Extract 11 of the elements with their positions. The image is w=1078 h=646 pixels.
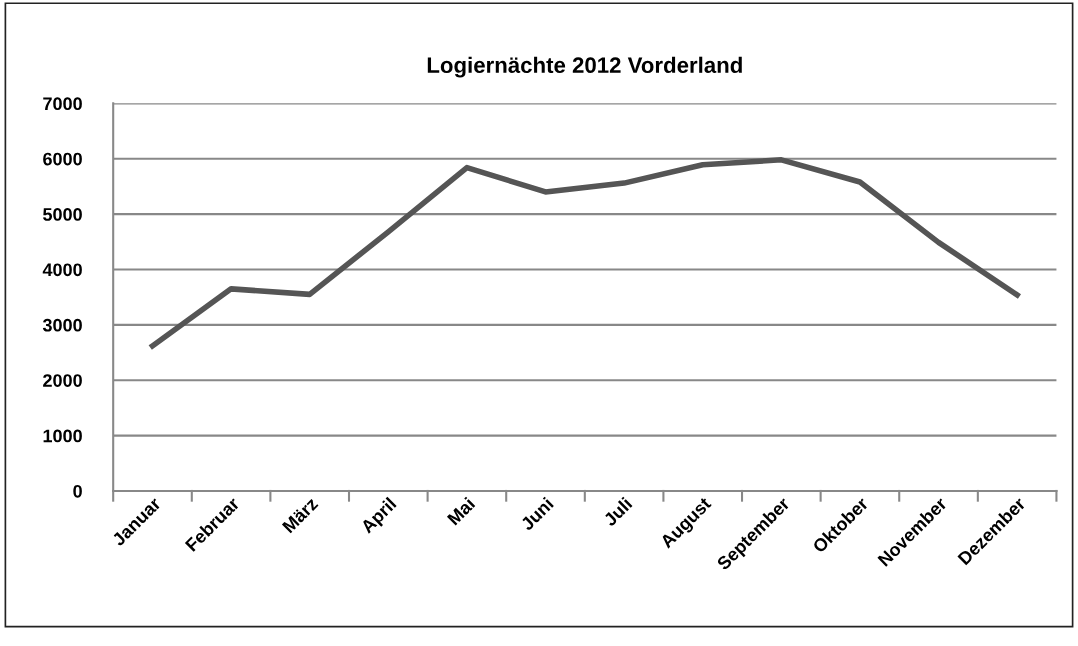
y-tick-label: 5000	[43, 208, 82, 221]
y-tick-label: 3000	[42, 318, 82, 332]
y-tick-label: 7000	[43, 97, 82, 111]
x-tick-label: Juli	[602, 496, 633, 527]
y-tick-label: 0	[73, 484, 82, 498]
y-tick-label: 6000	[43, 152, 82, 166]
y-tick-label: 1000	[43, 429, 82, 443]
y-tick-label: 4000	[42, 263, 82, 277]
chart-title: Logiernächte 2012 Vorderland	[427, 56, 742, 78]
y-tick-label: 2000	[43, 374, 82, 387]
x-tick-label: Mai	[446, 496, 476, 526]
